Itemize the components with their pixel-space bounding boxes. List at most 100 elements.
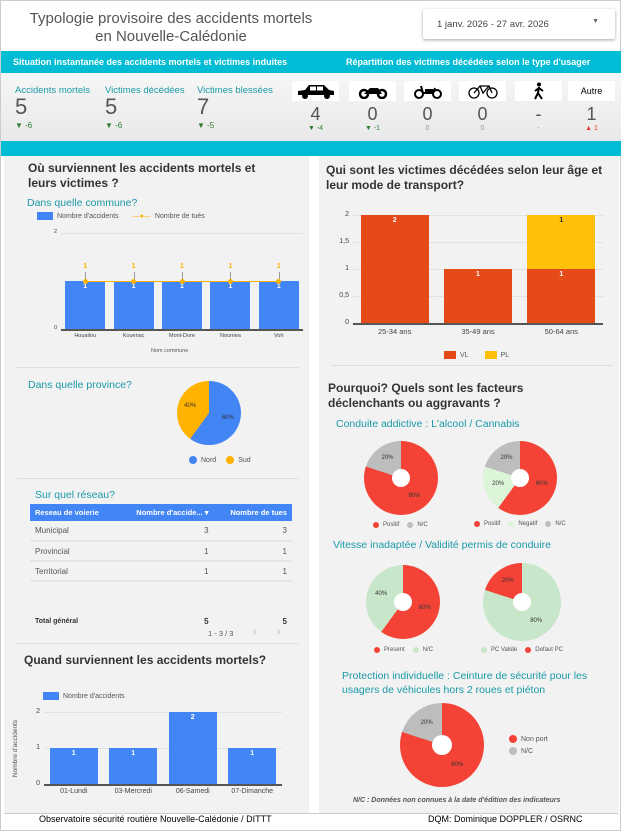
slice-label: 60%	[535, 481, 548, 488]
legend-swatch	[545, 521, 552, 527]
spacer	[30, 581, 292, 611]
donut-hole	[513, 593, 531, 611]
bar-value-label: 1	[559, 217, 564, 224]
nc-footnote: N/C : Données non connues à la date d'éd…	[353, 797, 561, 804]
speed-title: Vitesse inadaptée / Validité permis de c…	[333, 539, 551, 551]
bar	[210, 281, 251, 329]
gridline	[61, 233, 303, 234]
bar	[527, 269, 596, 323]
kpi-blesses: Victimes blessées 7 ▼ -5	[197, 85, 273, 130]
usager-delta: 0	[459, 125, 506, 132]
bar-value-label: 1	[71, 750, 76, 757]
x-axis	[61, 329, 303, 331]
bar	[444, 269, 512, 323]
pie-legend: Positif N/C	[373, 522, 433, 528]
legend-swatch	[412, 647, 419, 653]
bar	[360, 215, 429, 323]
gridline	[353, 215, 603, 216]
bar	[113, 281, 154, 329]
donut-hole	[511, 469, 529, 487]
x-tick-label: Noumea	[219, 333, 241, 339]
legend-label: PC Valide	[491, 647, 518, 653]
slice-label: 80%	[530, 617, 543, 624]
bar	[162, 281, 202, 329]
usager-value: 4	[310, 104, 321, 124]
legend-swatch	[374, 647, 380, 653]
legend-label: Present	[384, 647, 405, 653]
commune-legend: Nombre d'accidents —●— Nombre de tués	[37, 212, 205, 220]
pie-legend: Non port N/C	[509, 735, 553, 755]
x-tick-label: Houailou	[74, 333, 97, 339]
bar	[258, 281, 299, 329]
bar-value-label: 1	[131, 283, 136, 290]
table-header: Reseau de voierie Nombre d'accide... ▾ Nom…	[30, 504, 292, 521]
slice-label: 80%	[408, 492, 421, 499]
bar-value-label: 1	[476, 271, 480, 278]
cell: Provincial	[30, 541, 117, 562]
province-legend: Nord Sud	[189, 456, 251, 464]
usager-value: 0	[367, 104, 378, 124]
slice-label: 60%	[221, 415, 234, 422]
legend-label: PL	[500, 351, 510, 359]
donut-hole	[392, 469, 410, 487]
delta-value: 1	[593, 125, 598, 132]
pagination-label: 1 - 3 / 3	[208, 629, 234, 638]
legend-label: Positif	[383, 522, 400, 528]
delta-value: -1	[373, 125, 381, 132]
scooter-icon	[404, 81, 451, 101]
section-band	[1, 51, 621, 73]
next-page-button[interactable]: ›	[277, 626, 281, 638]
page-title: Typologie provisoire des accidents morte…	[21, 10, 321, 46]
cell: Total général	[35, 617, 79, 625]
line-point	[276, 278, 282, 284]
legend-item: Defaut PC	[525, 647, 563, 653]
usager-delta: 0	[404, 125, 451, 132]
label-leader	[133, 272, 135, 279]
kpi-value: 5	[105, 94, 118, 119]
x-tick-label: 35-49 ans	[461, 327, 495, 336]
slice-label: 20%	[501, 578, 514, 585]
bar-value-label: 1	[276, 283, 281, 290]
legend-label: Nombre d'accidents	[63, 692, 125, 700]
y-tick-label: 0,5	[339, 292, 349, 299]
prev-page-button[interactable]: ‹	[253, 626, 257, 638]
usager-delta: ▼ -4	[292, 125, 339, 132]
column-header[interactable]: Nombre de tues	[213, 504, 292, 521]
kpi-delta: ▼ -6	[15, 121, 33, 130]
column-header[interactable]: Reseau de voierie	[30, 504, 117, 521]
pie-legend: Present N/C	[374, 647, 438, 653]
legend-item: N/C	[509, 747, 533, 755]
kpi-accidents: Accidents mortels 5 ▼ -6	[15, 85, 90, 130]
legend-label: Defaut PC	[535, 647, 563, 653]
column-header-sorted[interactable]: Nombre d'accide... ▾	[116, 504, 214, 521]
cell: 1	[213, 561, 292, 582]
kpi-label: Victimes blessées	[197, 85, 273, 96]
cell: 3	[213, 521, 292, 542]
date-range-picker[interactable]: 1 janv. 2026 - 27 avr. 2026 ▼	[423, 9, 615, 39]
x-tick-label: Voh	[274, 333, 284, 339]
y-tick-label: 2	[345, 211, 349, 218]
legend-swatch	[481, 647, 487, 653]
x-tick-label: 06-Samedi	[175, 788, 210, 795]
bar-value-label: 1	[180, 283, 184, 290]
slice-label: 20%	[492, 481, 505, 488]
legend-swatch	[226, 456, 235, 464]
cell: 1	[213, 541, 292, 562]
bar-value-label: 2	[392, 217, 397, 224]
cell: 1	[116, 541, 214, 562]
commune-title: Dans quelle commune?	[27, 197, 138, 209]
bar-value-label: 1	[131, 750, 136, 757]
network-title: Sur quel réseau?	[35, 489, 115, 501]
x-tick-label: 03-Mercredi	[114, 788, 152, 795]
who-title: Qui sont les victimes décédées selon leu…	[326, 163, 603, 192]
label-leader	[85, 272, 87, 279]
legend-item: Present	[374, 647, 405, 653]
legend-label: Negatif	[518, 521, 538, 527]
gridline	[353, 242, 603, 243]
bar	[527, 215, 596, 269]
legend-item: Non port	[509, 735, 548, 743]
legend-swatch	[407, 522, 414, 528]
y-tick-label: 1	[36, 744, 40, 751]
legend-item: Negatif	[508, 521, 537, 527]
delta-value: -5	[207, 121, 215, 130]
